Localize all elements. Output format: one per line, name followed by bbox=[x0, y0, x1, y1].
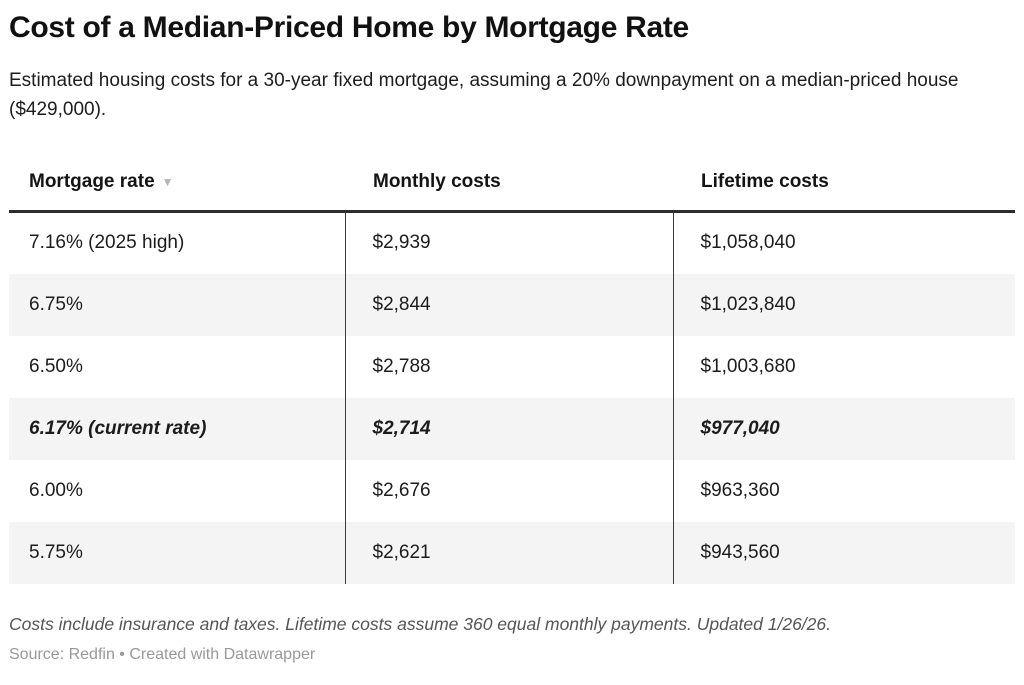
page-title: Cost of a Median-Priced Home by Mortgage… bbox=[9, 11, 689, 44]
rate-cell: 6.75% bbox=[9, 273, 345, 336]
column-header-mortgage-rate[interactable]: Mortgage rate ▼ bbox=[9, 159, 345, 213]
rate-cell: 7.16% (2025 high) bbox=[29, 232, 185, 254]
monthly-cost-cell: $2,676 bbox=[344, 459, 673, 522]
table-row: 6.50% $2,788 $1,003,680 bbox=[9, 335, 1015, 398]
column-header-lifetime-costs[interactable]: Lifetime costs bbox=[673, 159, 1015, 213]
monthly-cost-cell: $2,844 bbox=[344, 273, 673, 336]
page: Cost of a Median-Priced Home by Mortgage… bbox=[9, 11, 1015, 663]
table-header: Mortgage rate ▼ Monthly costs Lifetime co… bbox=[9, 159, 1015, 213]
table-row: 6.00% $2,676 $963,360 bbox=[9, 459, 1015, 522]
lifetime-cost-cell: $1,058,040 bbox=[672, 211, 1015, 274]
column-header-monthly-costs[interactable]: Monthly costs bbox=[345, 159, 673, 213]
monthly-cost-cell: $2,788 bbox=[344, 335, 673, 398]
page-subtitle: Estimated housing costs for a 30-year fi… bbox=[9, 70, 959, 120]
table-row: 5.75% $2,621 $943,560 bbox=[9, 521, 1015, 584]
lifetime-cost-cell: $1,003,680 bbox=[672, 335, 1015, 398]
rate-cell: 6.50% bbox=[29, 355, 83, 377]
lifetime-cost-cell: $1,023,840 bbox=[672, 273, 1015, 336]
table-body: 7.16% (2025 high) $2,939 $1,058,040 6.75% $2… bbox=[9, 211, 1015, 584]
sort-desc-icon: ▼ bbox=[161, 175, 174, 189]
source-line: Source: Redfin • Created with Datawrappe… bbox=[9, 645, 316, 663]
monthly-cost-cell: $2,714 bbox=[344, 397, 673, 460]
lifetime-cost-cell: $943,560 bbox=[672, 521, 1015, 584]
lifetime-cost-cell: $977,040 bbox=[672, 397, 1015, 460]
monthly-cost-cell: $2,621 bbox=[344, 521, 673, 584]
rate-cell: 5.75% bbox=[9, 521, 345, 584]
table-row: 6.17% (current rate) $2,714 $977,040 bbox=[9, 397, 1015, 460]
rate-cell: 6.00% bbox=[29, 479, 83, 501]
rate-cell: 6.17% (current rate) bbox=[9, 397, 345, 460]
cost-table: Mortgage rate ▼ Monthly costs Lifetime co… bbox=[9, 159, 1015, 584]
table-row: 6.75% $2,844 $1,023,840 bbox=[9, 273, 1015, 336]
table-row: 7.16% (2025 high) $2,939 $1,058,040 bbox=[9, 211, 1015, 274]
table-notes: Costs include insurance and taxes. Lifet… bbox=[9, 613, 831, 634]
monthly-cost-cell: $2,939 bbox=[344, 211, 673, 274]
lifetime-cost-cell: $963,360 bbox=[672, 459, 1015, 522]
column-header-label: Mortgage rate bbox=[29, 171, 155, 192]
